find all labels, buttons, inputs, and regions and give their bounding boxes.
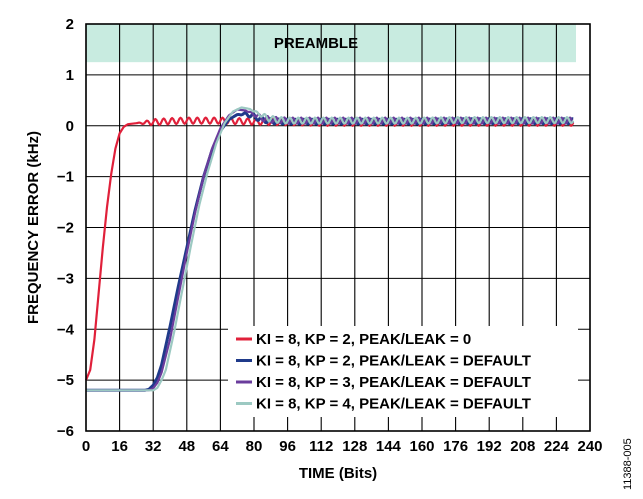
x-tick-label: 192 xyxy=(477,438,502,455)
x-tick-label: 176 xyxy=(443,438,468,455)
series-layer xyxy=(84,106,575,392)
y-tick-label: −6 xyxy=(57,423,74,440)
y-tick-label: −3 xyxy=(57,270,74,287)
y-tick-label: 1 xyxy=(66,67,74,84)
legend: KI = 8, KP = 2, PEAK/LEAK = 0 KI = 8, KP … xyxy=(228,326,578,417)
x-tick-labels: 0 16 32 48 64 80 96 112 128 144 160 176 192 208 224 240 xyxy=(82,438,603,455)
y-tick-label: 2 xyxy=(66,16,74,33)
legend-entry: KI = 8, KP = 4, PEAK/LEAK = DEFAULT xyxy=(256,396,531,413)
x-tick-label: 96 xyxy=(279,438,296,455)
plot-frame xyxy=(85,23,591,432)
x-tick-label: 112 xyxy=(309,438,333,455)
y-tick-label: −5 xyxy=(57,372,74,389)
x-tick-label: 144 xyxy=(376,438,402,455)
y-tick-label: −4 xyxy=(57,321,75,338)
x-tick-label: 48 xyxy=(178,438,195,455)
series-line-4 xyxy=(85,106,575,392)
legend-entry: KI = 8, KP = 2, PEAK/LEAK = DEFAULT xyxy=(256,353,531,370)
y-tick-labels: 2 1 0 −1 −2 −3 −4 −5 −6 xyxy=(57,16,75,440)
legend-entry: KI = 8, KP = 3, PEAK/LEAK = DEFAULT xyxy=(256,374,531,391)
x-axis-title: TIME (Bits) xyxy=(299,465,377,482)
x-tick-label: 224 xyxy=(544,438,570,455)
annotation-label: PREAMBLE xyxy=(274,35,358,52)
x-tick-label: 160 xyxy=(409,438,434,455)
annotation-band xyxy=(86,24,576,63)
x-tick-label: 64 xyxy=(212,438,229,455)
x-tick-label: 32 xyxy=(145,438,162,455)
x-tick-label: 208 xyxy=(510,438,535,455)
legend-box xyxy=(228,326,578,417)
x-tick-label: 80 xyxy=(246,438,263,455)
y-axis-title: FREQUENCY ERROR (kHz) xyxy=(25,131,42,324)
y-tick-label: 0 xyxy=(66,118,74,135)
x-tick-label: 240 xyxy=(577,438,602,455)
x-tick-label: 128 xyxy=(342,438,367,455)
y-tick-label: −1 xyxy=(57,169,74,186)
y-tick-label: −2 xyxy=(57,220,74,237)
figure-id: 11388-005 xyxy=(622,438,634,490)
x-tick-label: 16 xyxy=(111,438,128,455)
legend-entry: KI = 8, KP = 2, PEAK/LEAK = 0 xyxy=(256,331,471,348)
x-tick-label: 0 xyxy=(82,438,90,455)
